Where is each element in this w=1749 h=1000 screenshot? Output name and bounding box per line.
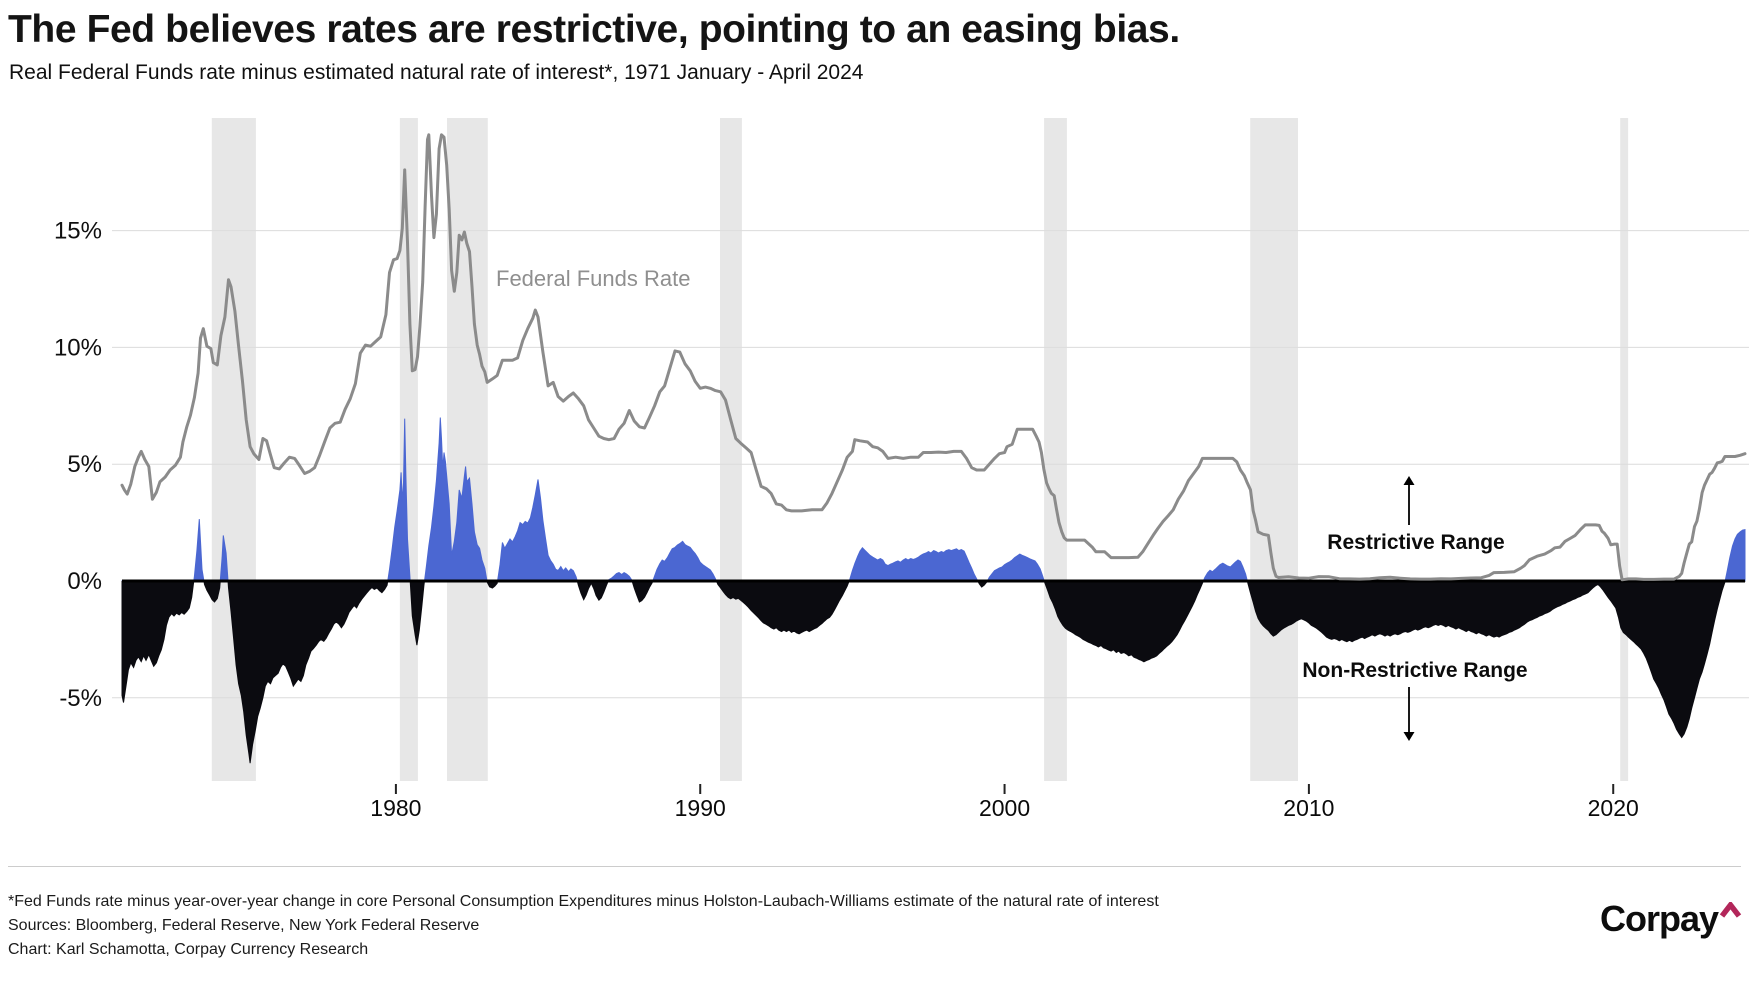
y-axis-label: 15% (54, 218, 102, 245)
federal-funds-rate-line-label: Federal Funds Rate (496, 266, 691, 291)
x-axis-label: 1990 (675, 795, 726, 821)
federal-funds-rate-line (120, 133, 1747, 582)
page-title: The Fed believes rates are restrictive, … (8, 8, 1180, 51)
x-axis-label: 1980 (370, 795, 421, 821)
y-axis-label: 10% (54, 334, 102, 361)
y-axis-label: -5% (59, 685, 102, 712)
y-axis-label: 5% (67, 451, 102, 478)
corpay-logo-text: Corpay (1599, 898, 1719, 939)
spread-area-negative (121, 581, 1746, 764)
recession-band (447, 118, 488, 781)
recession-band (1044, 118, 1067, 781)
x-axis-label: 2010 (1283, 795, 1334, 821)
restrictive-range-label: Restrictive Range (1327, 531, 1505, 554)
spread-area-positive (121, 417, 1746, 581)
recession-band (720, 118, 742, 781)
down-arrowhead-icon (1403, 732, 1415, 741)
page-subtitle: Real Federal Funds rate minus estimated … (9, 61, 864, 84)
x-axis-label: 2020 (1588, 795, 1639, 821)
credit-text: Chart: Karl Schamotta, Corpay Currency R… (8, 941, 369, 958)
footer-divider (8, 866, 1741, 867)
corpay-logo: Corpay (1600, 899, 1742, 939)
recession-band (1620, 118, 1629, 781)
up-arrowhead-icon (1403, 476, 1415, 485)
non-restrictive-range-label: Non-Restrictive Range (1302, 659, 1528, 682)
recession-band (1250, 118, 1298, 781)
footnote-text: *Fed Funds rate minus year-over-year cha… (8, 893, 1159, 910)
corpay-caret-icon (1719, 902, 1742, 918)
sources-text: Sources: Bloomberg, Federal Reserve, New… (8, 917, 480, 934)
x-axis-label: 2000 (979, 795, 1030, 821)
y-axis-label: 0% (67, 568, 102, 595)
